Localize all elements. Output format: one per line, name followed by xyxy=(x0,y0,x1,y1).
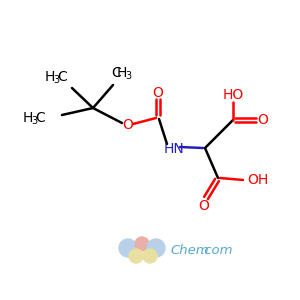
Text: C: C xyxy=(35,111,45,125)
Circle shape xyxy=(119,239,137,257)
Text: HO: HO xyxy=(222,88,244,102)
Text: C: C xyxy=(57,70,67,84)
Text: .com: .com xyxy=(200,244,233,256)
Circle shape xyxy=(135,237,149,251)
Text: H: H xyxy=(117,66,127,80)
Text: 3: 3 xyxy=(125,71,131,81)
Text: O: O xyxy=(199,199,209,213)
Text: O: O xyxy=(153,86,164,100)
Circle shape xyxy=(129,249,143,263)
Text: Chem: Chem xyxy=(170,244,208,256)
Text: H: H xyxy=(45,70,55,84)
Circle shape xyxy=(147,239,165,257)
Text: HN: HN xyxy=(164,142,184,156)
Text: C: C xyxy=(111,66,121,80)
Text: 3: 3 xyxy=(31,116,37,126)
Text: O: O xyxy=(258,113,268,127)
Text: 3: 3 xyxy=(53,75,59,85)
Text: O: O xyxy=(123,118,134,132)
Text: H: H xyxy=(23,111,33,125)
Text: OH: OH xyxy=(248,173,268,187)
Circle shape xyxy=(143,249,157,263)
